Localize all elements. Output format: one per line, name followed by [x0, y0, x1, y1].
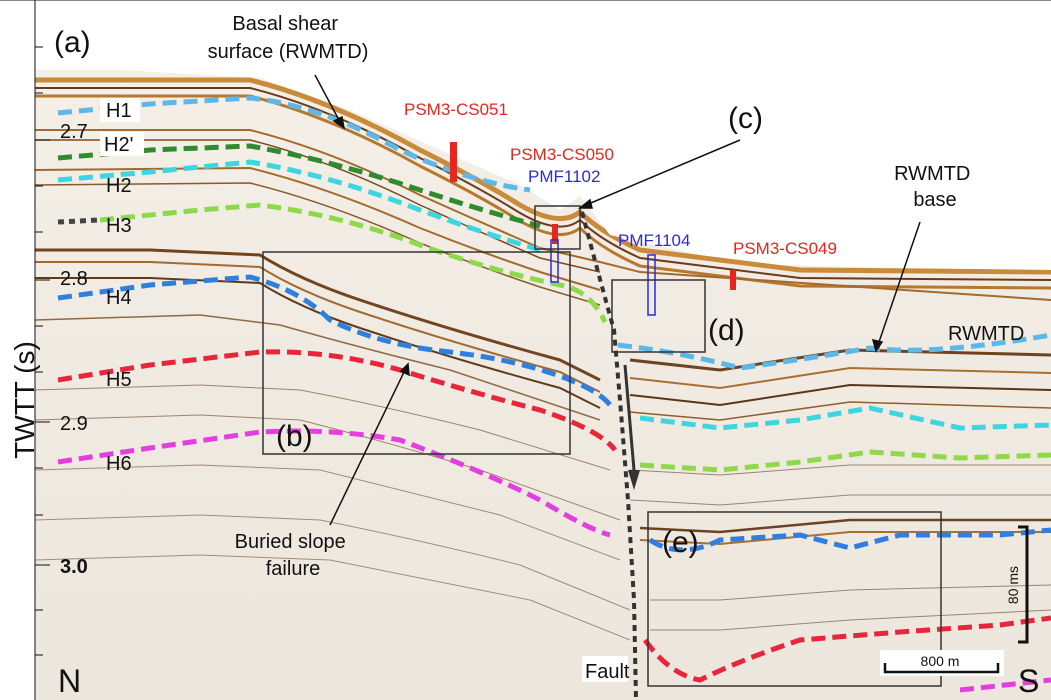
horizontal-scale-label: 800 m	[921, 653, 960, 669]
rwmtd-base-line	[617, 332, 1051, 371]
horizon-h2prime-label: H2'	[104, 134, 133, 156]
y-tick-2-9: 2.9	[60, 413, 88, 435]
box-d-label: (d)	[708, 314, 745, 347]
horizon-labels: H1 H2' H2 H3 H4 H5 H6	[100, 98, 144, 475]
horizon-h3-label: H3	[106, 215, 132, 237]
y-tick-3-0: 3.0	[60, 556, 88, 578]
horizon-lines	[57, 95, 1051, 693]
box-c	[534, 205, 581, 250]
y-axis-title: TWTT (s)	[9, 341, 40, 459]
annotation-arrows	[314, 74, 921, 526]
orientation-north: N	[58, 663, 81, 699]
box-d	[611, 279, 706, 353]
detail-boxes	[262, 205, 942, 687]
core-cs051-bar	[450, 142, 457, 182]
horizon-h3-line	[99, 202, 608, 324]
horizon-h4-label: H4	[106, 287, 132, 309]
horizontal-scale-bar: 800 m	[880, 650, 1004, 676]
box-b-label: (b)	[276, 420, 313, 453]
y-tick-2-7: 2.7	[60, 121, 88, 143]
rwmtd-label: RWMTD	[948, 323, 1024, 345]
core-cs049-bar	[730, 270, 736, 290]
rwmtd-base-label: RWMTD base	[894, 163, 976, 211]
core-cs051-label: PSM3-CS051	[404, 100, 508, 119]
horizon-h4-line	[57, 274, 612, 407]
horizon-h6-line	[57, 428, 611, 538]
horizon-h2-right-line	[639, 405, 1051, 431]
box-b	[262, 251, 571, 455]
horizon-h5-label: H5	[106, 369, 132, 391]
y-tick-2-8: 2.8	[60, 268, 88, 290]
box-e-label: (e)	[662, 526, 699, 559]
fault-line	[580, 211, 640, 700]
core-cs049-label: PSM3-CS049	[733, 239, 837, 258]
basal-shear-line2: surface (RWMTD)	[208, 41, 369, 63]
vertical-scale-label: 80 ms	[1005, 566, 1021, 604]
horizon-h5-right-line	[642, 615, 1051, 683]
fault-label: Fault	[585, 661, 630, 683]
panel-label-a: (a)	[54, 26, 91, 59]
core-pmf1104-bar	[647, 254, 656, 316]
buried-slope-line1: Buried slope	[235, 531, 346, 553]
box-e	[647, 511, 942, 687]
horizon-h5-line	[57, 349, 617, 452]
horizon-h2prime-line	[57, 143, 541, 229]
orientation-south: S	[1018, 663, 1039, 699]
rwmtd-base-line2: base	[913, 189, 956, 211]
horizon-h1-line	[57, 95, 531, 193]
box-c-label: (c)	[728, 102, 763, 135]
horizon-h3-right-line	[639, 449, 1051, 473]
horizon-h1-label: H1	[106, 100, 132, 122]
seismic-image	[35, 70, 1051, 700]
horizon-h6-label: H6	[106, 453, 132, 475]
core-markers	[450, 142, 736, 316]
horizon-h6-right-line	[959, 677, 1051, 693]
core-pmf1102-label: PMF1102	[528, 167, 600, 186]
core-pmf1102-bar	[550, 239, 559, 283]
rwmtd-base-line1: RWMTD	[894, 163, 970, 185]
horizon-h2-line	[57, 159, 541, 253]
horizon-h2-label: H2	[106, 175, 132, 197]
core-cs050-bar	[552, 224, 558, 244]
vertical-scale-bar: 80 ms	[1005, 525, 1029, 644]
buried-slope-line2: failure	[266, 558, 320, 580]
basal-shear-line1: Basal shear	[232, 13, 338, 35]
horizon-h4-right-line	[648, 527, 1051, 553]
core-pmf1104-label: PMF1104	[618, 231, 690, 250]
basal-shear-label: Basal shear surface (RWMTD)	[208, 13, 369, 63]
core-cs050-label: PSM3-CS050	[510, 145, 614, 164]
buried-slope-label: Buried slope failure	[235, 531, 352, 580]
